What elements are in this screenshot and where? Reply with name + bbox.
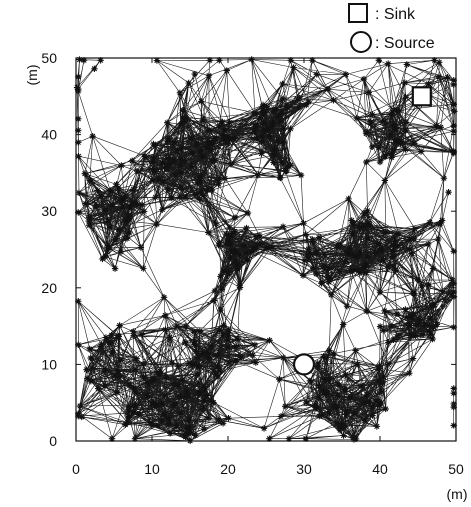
source-circle-marker xyxy=(292,353,316,376)
network-nodes xyxy=(73,56,458,444)
y-axis-ticks: 0 10 20 30 40 50 xyxy=(41,50,456,449)
y-tick-label: 0 xyxy=(49,433,57,449)
x-axis-label: (m) xyxy=(447,486,468,502)
legend: : Sink : Source xyxy=(348,3,435,53)
x-tick-label: 0 xyxy=(72,461,80,477)
y-tick-label: 20 xyxy=(41,280,57,296)
network-edges xyxy=(76,59,455,442)
y-tick-label: 30 xyxy=(41,203,57,219)
x-tick-label: 20 xyxy=(220,461,236,477)
sink-square-marker xyxy=(411,86,432,107)
y-tick-label: 50 xyxy=(41,50,57,66)
plot-area: 0 10 20 30 40 50 0 10 20 30 40 50 xyxy=(41,50,464,477)
x-tick-label: 40 xyxy=(372,461,388,477)
plot-frame xyxy=(75,57,457,442)
legend-source-circle-icon xyxy=(350,31,372,53)
node-star-markers xyxy=(73,56,458,444)
x-tick-label: 30 xyxy=(296,461,312,477)
y-axis-label: (m) xyxy=(24,65,40,86)
special-markers xyxy=(292,86,432,376)
legend-sink-label: : Sink xyxy=(375,6,416,23)
network-edge-lines xyxy=(76,59,455,442)
y-tick-label: 10 xyxy=(41,356,57,372)
x-axis-ticks: 0 10 20 30 40 50 xyxy=(72,58,464,477)
x-tick-label: 10 xyxy=(144,461,160,477)
legend-sink-square-icon xyxy=(348,3,368,23)
x-tick-label: 50 xyxy=(448,461,464,477)
y-tick-label: 40 xyxy=(41,127,57,143)
legend-source-label: : Source xyxy=(375,35,435,52)
